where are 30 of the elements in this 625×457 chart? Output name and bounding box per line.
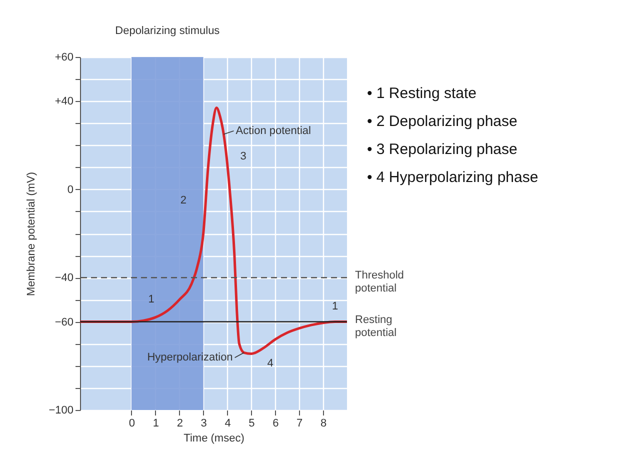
y-tick-label: −60: [54, 316, 74, 328]
text: • 1 Resting state: [367, 85, 476, 102]
text: • 2 Depolarizing phase: [367, 113, 518, 130]
annotation: 3: [240, 150, 246, 162]
annotation: 1: [148, 294, 154, 306]
x-tick-label: 2: [176, 418, 183, 430]
band-label: Depolarizing stimulus: [115, 25, 220, 37]
y-tick-label: 0: [67, 184, 74, 196]
x-axis-title: Time (msec): [184, 432, 244, 444]
y-tick-label: −100: [48, 404, 74, 416]
text: • 3 Repolarizing phase: [367, 141, 518, 158]
x-tick-label: 1: [152, 418, 159, 430]
x-tick-label: 0: [128, 418, 136, 430]
y-tick-label: +60: [54, 52, 74, 64]
y-tick-label: −40: [54, 272, 74, 284]
y-axis-title: Membrane potential (mV): [26, 172, 38, 296]
x-tick-label: 4: [224, 418, 231, 430]
annotation: 4: [267, 358, 274, 370]
x-tick-label: 5: [248, 418, 255, 430]
x-tick-label: 7: [296, 418, 303, 430]
ref-line-label: Resting potential: [355, 314, 397, 339]
annotation: 1: [332, 300, 338, 312]
annotation: Action potential: [236, 124, 311, 137]
annotation: 2: [180, 194, 187, 206]
ref-line-label: Threshold potential: [355, 270, 404, 295]
x-tick-label: 8: [320, 418, 327, 430]
text: • 4 Hyperpolarizing phase: [367, 169, 538, 186]
y-tick-label: +40: [54, 96, 74, 108]
x-tick-label: 3: [200, 418, 207, 430]
x-tick-label: 6: [272, 418, 279, 430]
